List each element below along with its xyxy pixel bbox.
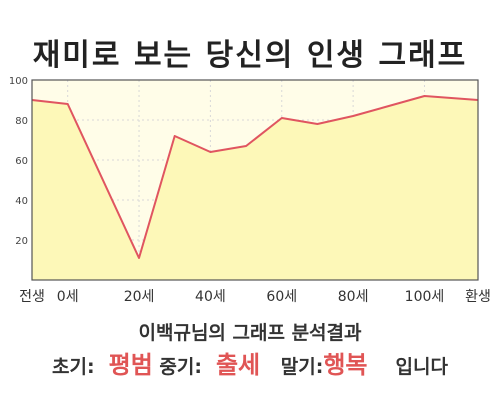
x-tick-label: 80세 xyxy=(338,289,369,305)
late-label: 말기: xyxy=(280,356,324,378)
mid-value: 출세 xyxy=(215,351,261,379)
y-tick-label: 60 xyxy=(15,156,28,167)
x-axis: 전생 0세 20세 40세 60세 80세 100세 환생 xyxy=(19,289,491,305)
ending-text: 입니다 xyxy=(395,356,448,378)
result-heading: 이백규님의 그래프 분석결과 xyxy=(138,322,362,344)
y-tick-label: 80 xyxy=(15,116,28,127)
y-tick-label: 40 xyxy=(15,196,28,207)
x-tick-label: 40세 xyxy=(195,289,226,305)
early-label: 초기: xyxy=(52,356,95,378)
y-tick-label: 100 xyxy=(9,76,28,87)
life-line xyxy=(31,95,479,259)
x-tick-label: 100세 xyxy=(405,289,445,305)
late-value: 행복 xyxy=(323,351,368,379)
x-tick-label: 전생 xyxy=(19,289,45,305)
result-summary: 초기: 평범 중기: 출세 말기:행복 입니다 xyxy=(0,345,500,380)
plot-border xyxy=(31,79,479,281)
life-area xyxy=(32,96,478,280)
x-tick-label: 환생 xyxy=(465,289,491,305)
y-tick-label: 20 xyxy=(15,236,28,247)
mid-label: 중기: xyxy=(159,356,202,378)
early-value: 평범 xyxy=(108,351,153,379)
x-tick-label: 0세 xyxy=(57,289,79,305)
x-tick-label: 60세 xyxy=(266,289,297,305)
y-axis: 20 40 60 80 100 xyxy=(9,76,28,247)
page-title: 재미로 보는 당신의 인생 그래프 xyxy=(32,38,468,73)
x-tick-label: 20세 xyxy=(124,289,155,305)
